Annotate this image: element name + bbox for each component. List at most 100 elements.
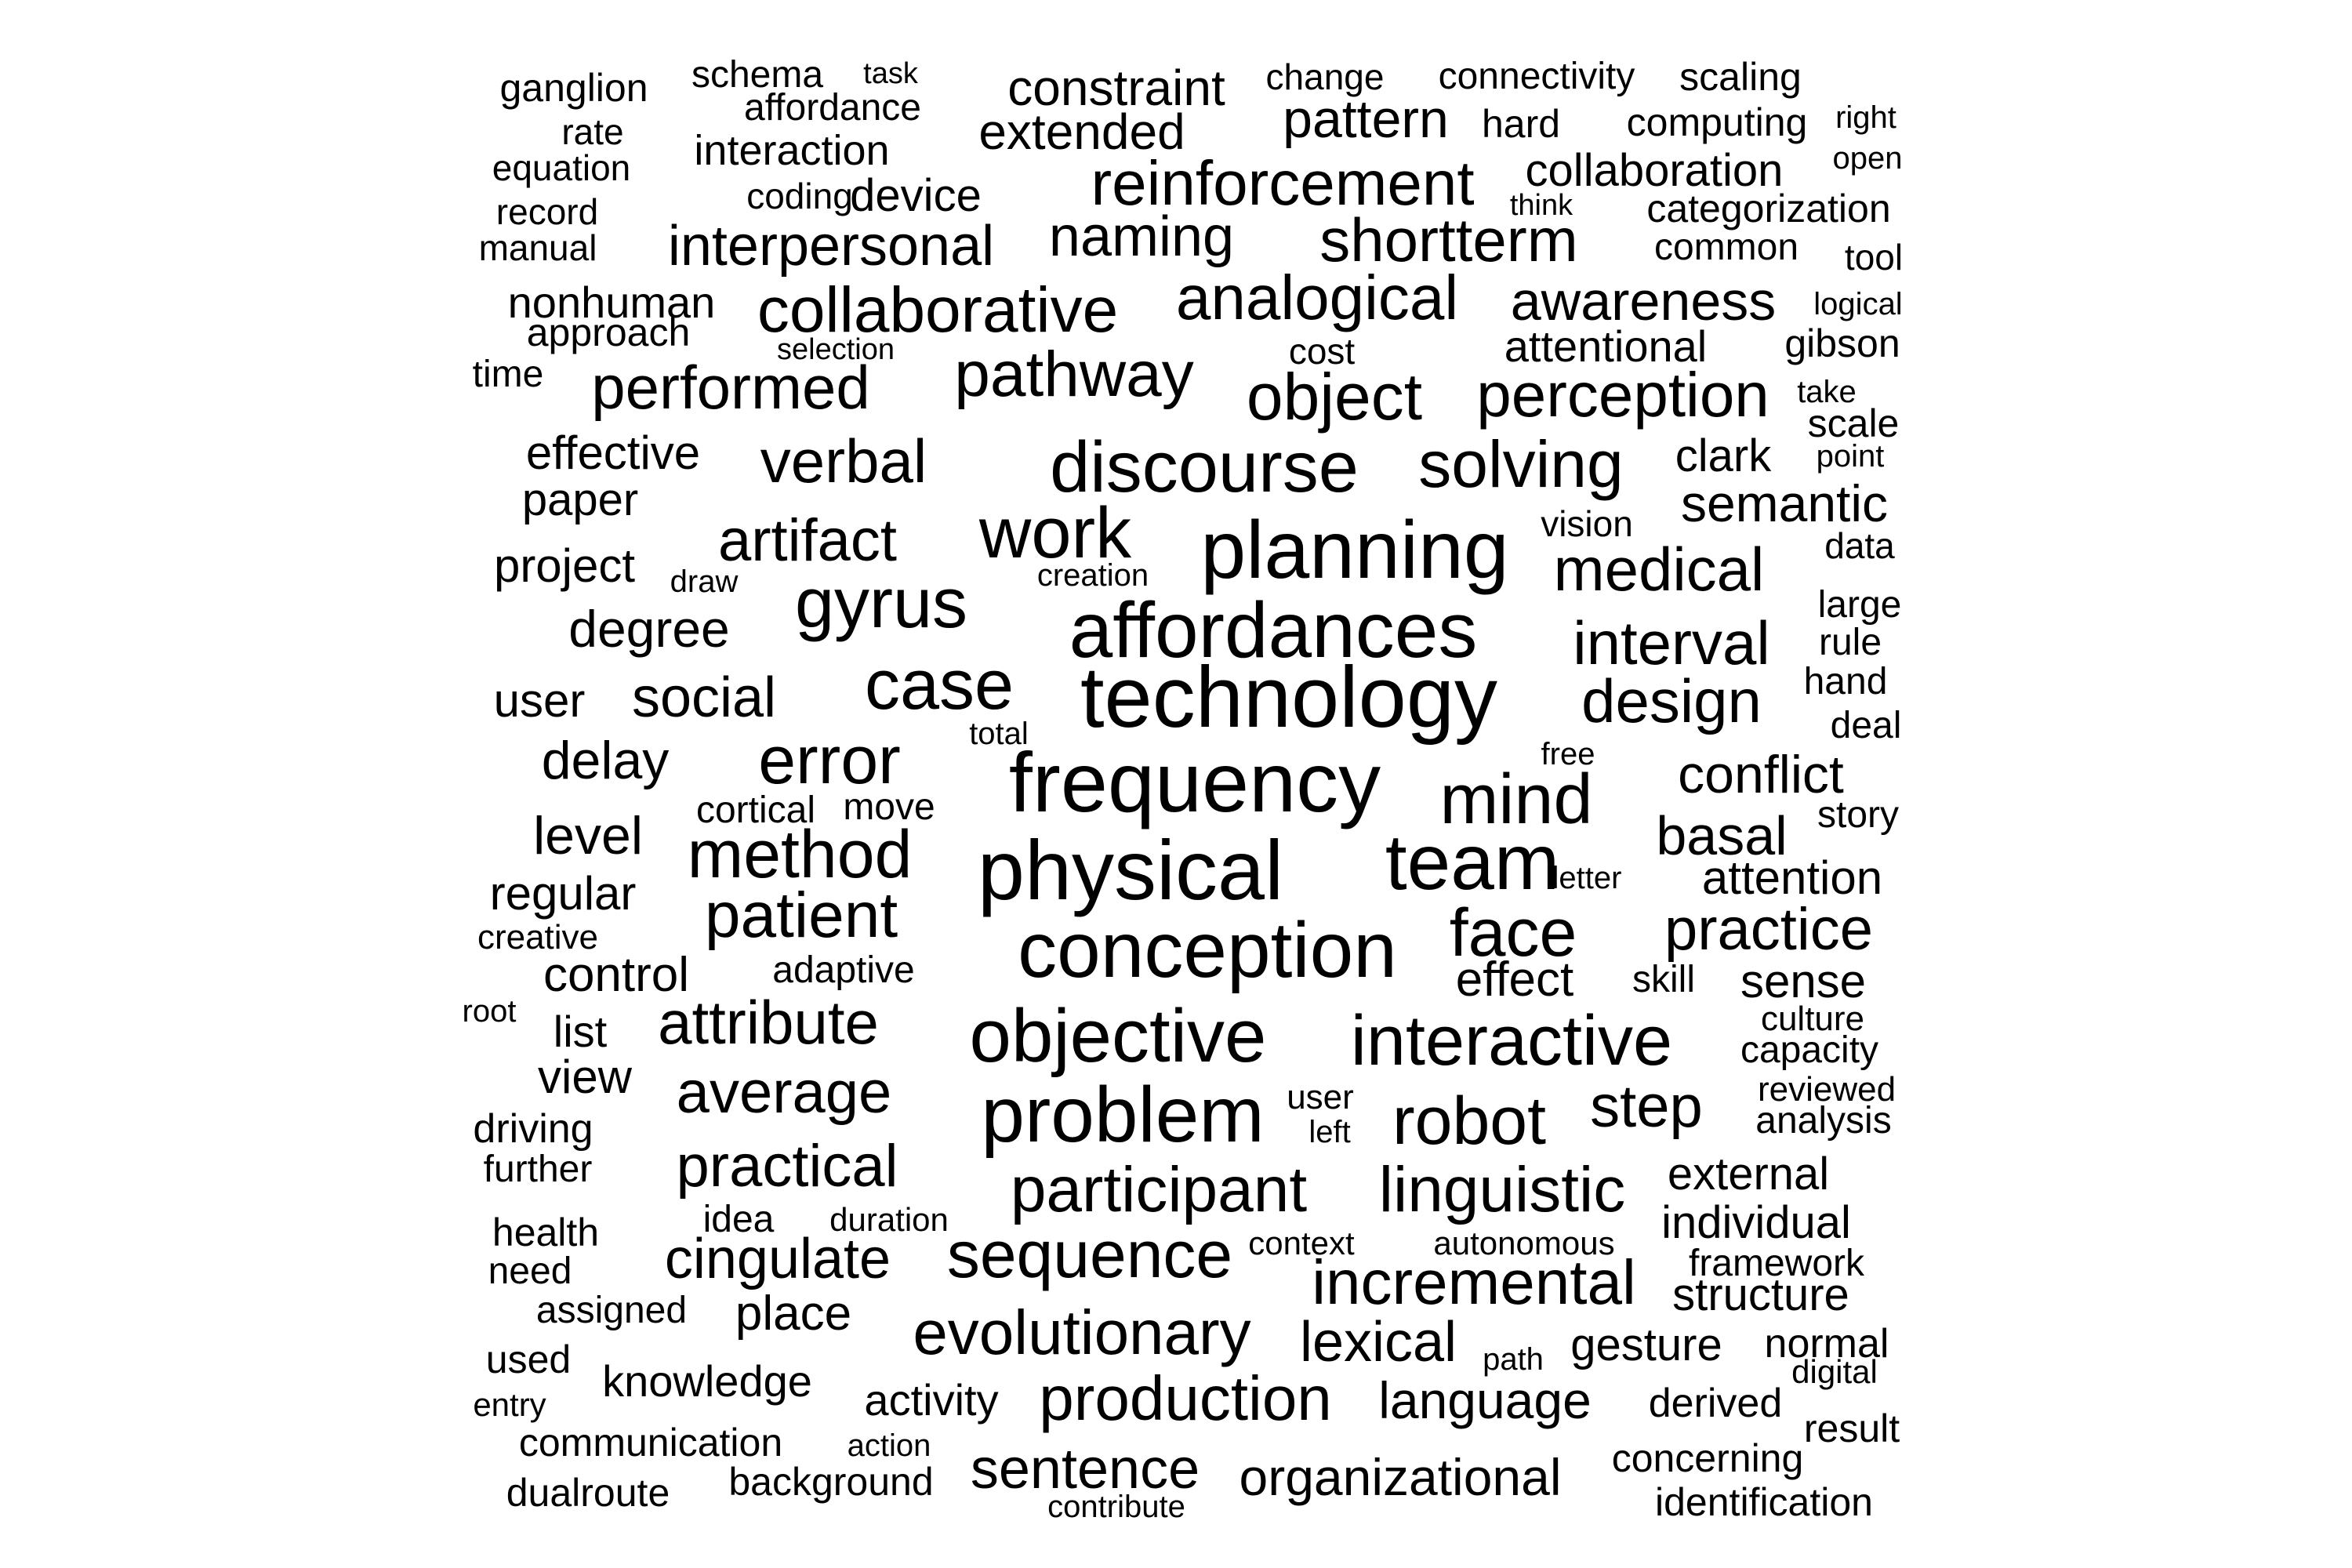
cloud-word: paper xyxy=(521,474,639,525)
cloud-word: error xyxy=(758,723,901,798)
cloud-word: frequency xyxy=(1008,735,1381,829)
cloud-word: effective xyxy=(525,426,701,479)
cloud-word: draw xyxy=(670,564,739,599)
cloud-word: collaborative xyxy=(757,274,1119,346)
cloud-word: case xyxy=(864,646,1014,724)
cloud-word: left xyxy=(1308,1115,1351,1149)
cloud-word: average xyxy=(676,1059,892,1126)
cloud-word: skill xyxy=(1632,959,1695,1000)
cloud-word: clark xyxy=(1675,430,1772,481)
cloud-word: logical xyxy=(1813,287,1903,321)
cloud-word: right xyxy=(1835,100,1896,135)
cloud-word: individual xyxy=(1661,1197,1851,1248)
cloud-word: interactive xyxy=(1350,1002,1673,1080)
cloud-word: physical xyxy=(977,822,1284,917)
cloud-word: communication xyxy=(518,1421,783,1465)
cloud-word: connectivity xyxy=(1438,56,1635,97)
cloud-word: dualroute xyxy=(506,1471,670,1515)
cloud-word: common xyxy=(1653,227,1799,268)
cloud-word: work xyxy=(978,493,1132,573)
cloud-word: semantic xyxy=(1680,474,1889,532)
cloud-word: organizational xyxy=(1239,1448,1562,1506)
cloud-word: time xyxy=(472,354,544,395)
cloud-word: coding xyxy=(746,176,853,216)
cloud-word: awareness xyxy=(1510,270,1777,332)
cloud-word: interaction xyxy=(694,127,890,174)
cloud-word: medical xyxy=(1553,535,1765,604)
cloud-word: background xyxy=(728,1460,934,1504)
cloud-word: design xyxy=(1581,666,1762,735)
cloud-word: regular xyxy=(489,867,637,920)
cloud-word: open xyxy=(1832,141,1903,176)
cloud-word: digital xyxy=(1791,1353,1878,1390)
cloud-word: hand xyxy=(1803,661,1888,702)
cloud-word: scale xyxy=(1807,401,1900,445)
cloud-word: derived xyxy=(1648,1381,1783,1426)
cloud-word: cortical xyxy=(695,789,816,831)
cloud-word: deal xyxy=(1830,705,1902,746)
cloud-word: free xyxy=(1541,737,1595,771)
cloud-word: effect xyxy=(1455,953,1574,1007)
cloud-word: place xyxy=(735,1287,852,1341)
cloud-word: think xyxy=(1509,189,1573,222)
cloud-word: rule xyxy=(1818,622,1882,663)
cloud-word: change xyxy=(1265,56,1385,97)
cloud-word: lexical xyxy=(1299,1311,1457,1374)
cloud-word: level xyxy=(533,806,643,866)
cloud-word: idea xyxy=(702,1199,775,1240)
cloud-word: sentence xyxy=(970,1438,1200,1501)
cloud-word: step xyxy=(1590,1073,1703,1140)
cloud-word: manual xyxy=(478,227,597,268)
cloud-word: gibson xyxy=(1784,321,1900,365)
cloud-word: categorization xyxy=(1646,187,1891,230)
cloud-word: gyrus xyxy=(794,564,968,643)
cloud-word: conception xyxy=(1018,906,1397,994)
cloud-word: solving xyxy=(1418,427,1624,501)
cloud-word: attentional xyxy=(1504,321,1708,371)
cloud-word: artifact xyxy=(717,507,898,574)
cloud-word: planning xyxy=(1200,505,1509,596)
cloud-word: method xyxy=(687,817,913,892)
cloud-word: evolutionary xyxy=(913,1298,1251,1367)
cloud-word: object xyxy=(1246,360,1423,434)
cloud-word: view xyxy=(537,1051,633,1103)
cloud-word: need xyxy=(488,1250,572,1292)
cloud-word: letter xyxy=(1552,861,1622,895)
cloud-word: analysis xyxy=(1755,1100,1892,1142)
cloud-word: reinforcement xyxy=(1091,148,1475,218)
cloud-word: collaboration xyxy=(1525,145,1784,196)
cloud-word: root xyxy=(462,994,517,1029)
cloud-word: story xyxy=(1817,794,1900,836)
cloud-word: move xyxy=(843,786,935,828)
cloud-word: framework xyxy=(1688,1243,1865,1284)
cloud-word: pattern xyxy=(1283,89,1449,149)
cloud-word: verbal xyxy=(760,426,927,495)
cloud-word: sequence xyxy=(946,1218,1233,1291)
cloud-word: data xyxy=(1824,525,1895,566)
cloud-word: control xyxy=(543,948,690,1002)
cloud-word: entry xyxy=(473,1386,546,1423)
cloud-word: team xyxy=(1385,818,1560,906)
cloud-word: linguistic xyxy=(1378,1154,1626,1225)
cloud-word: action xyxy=(847,1428,931,1463)
cloud-word: pathway xyxy=(954,339,1194,410)
cloud-word: reviewed xyxy=(1757,1070,1896,1109)
cloud-word: duration xyxy=(829,1201,949,1238)
cloud-word: objective xyxy=(969,994,1267,1078)
cloud-word: project xyxy=(493,539,636,592)
cloud-word: device xyxy=(850,170,982,221)
cloud-word: face xyxy=(1449,895,1577,971)
cloud-word: activity xyxy=(864,1375,999,1425)
cloud-word: sense xyxy=(1740,955,1867,1007)
cloud-word: scaling xyxy=(1679,55,1802,99)
cloud-word: contribute xyxy=(1047,1490,1185,1524)
cloud-word: external xyxy=(1667,1149,1830,1200)
cloud-word: production xyxy=(1039,1363,1332,1433)
cloud-word: structure xyxy=(1672,1269,1849,1320)
cloud-word: autonomous xyxy=(1433,1225,1615,1261)
cloud-word: nonhuman xyxy=(507,278,716,327)
cloud-word: delay xyxy=(541,731,670,790)
cloud-word: record xyxy=(495,191,599,232)
cloud-word: ganglion xyxy=(499,66,648,110)
